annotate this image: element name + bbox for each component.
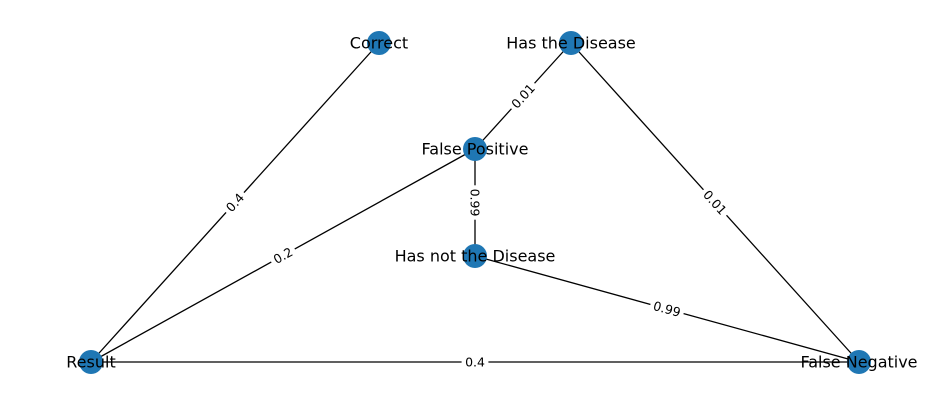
edge-label-text: 0.99 (468, 189, 483, 217)
edge-result-fn: 0.4 (91, 353, 859, 371)
node-hasnot (463, 244, 487, 268)
edge-label-background (504, 77, 542, 115)
edge-label-background (648, 295, 686, 323)
node-label-result: Result (66, 353, 115, 372)
edge-label-text: 0.4 (465, 355, 485, 370)
edge-label: 0.99 (466, 185, 484, 220)
edge-has-fn: 0.01 (570, 42, 860, 363)
edge-label-background (696, 183, 734, 222)
edge-result-correct: 0.4 (90, 42, 380, 363)
edge-label-background (219, 186, 251, 219)
node-result (79, 350, 103, 374)
edge-label-background (461, 353, 489, 371)
edge-label: 0.4 (461, 353, 489, 371)
node-label-correct: Correct (350, 34, 408, 53)
node-labels-layer: Correct Has the Disease False Positive Has … (66, 34, 917, 372)
edge-result-fp: 0.2 (90, 148, 476, 363)
nodes-layer (79, 31, 871, 374)
edge-label-background (266, 241, 300, 270)
node-correct (367, 31, 391, 55)
node-label-hasnot: Has not the Disease (395, 247, 556, 266)
node-label-fn: False Negative (800, 353, 917, 372)
node-label-has: Has the Disease (506, 34, 636, 53)
node-fn (847, 350, 871, 374)
edge-has-fp: 0.01 (474, 42, 572, 150)
node-label-fp: False Positive (422, 140, 529, 159)
node-has (559, 31, 583, 55)
edges-layer: 0.40.20.40.010.010.990.99 (90, 42, 860, 371)
edge-hasnot-fn: 0.99 (474, 255, 860, 363)
edge-label: 0.2 (266, 241, 300, 270)
node-fp (463, 137, 487, 161)
edge-label: 0.99 (648, 295, 686, 323)
edge-fp-hasnot: 0.99 (466, 149, 484, 256)
edge-label-text: 0.99 (652, 298, 683, 320)
edge-label-background (466, 185, 484, 220)
